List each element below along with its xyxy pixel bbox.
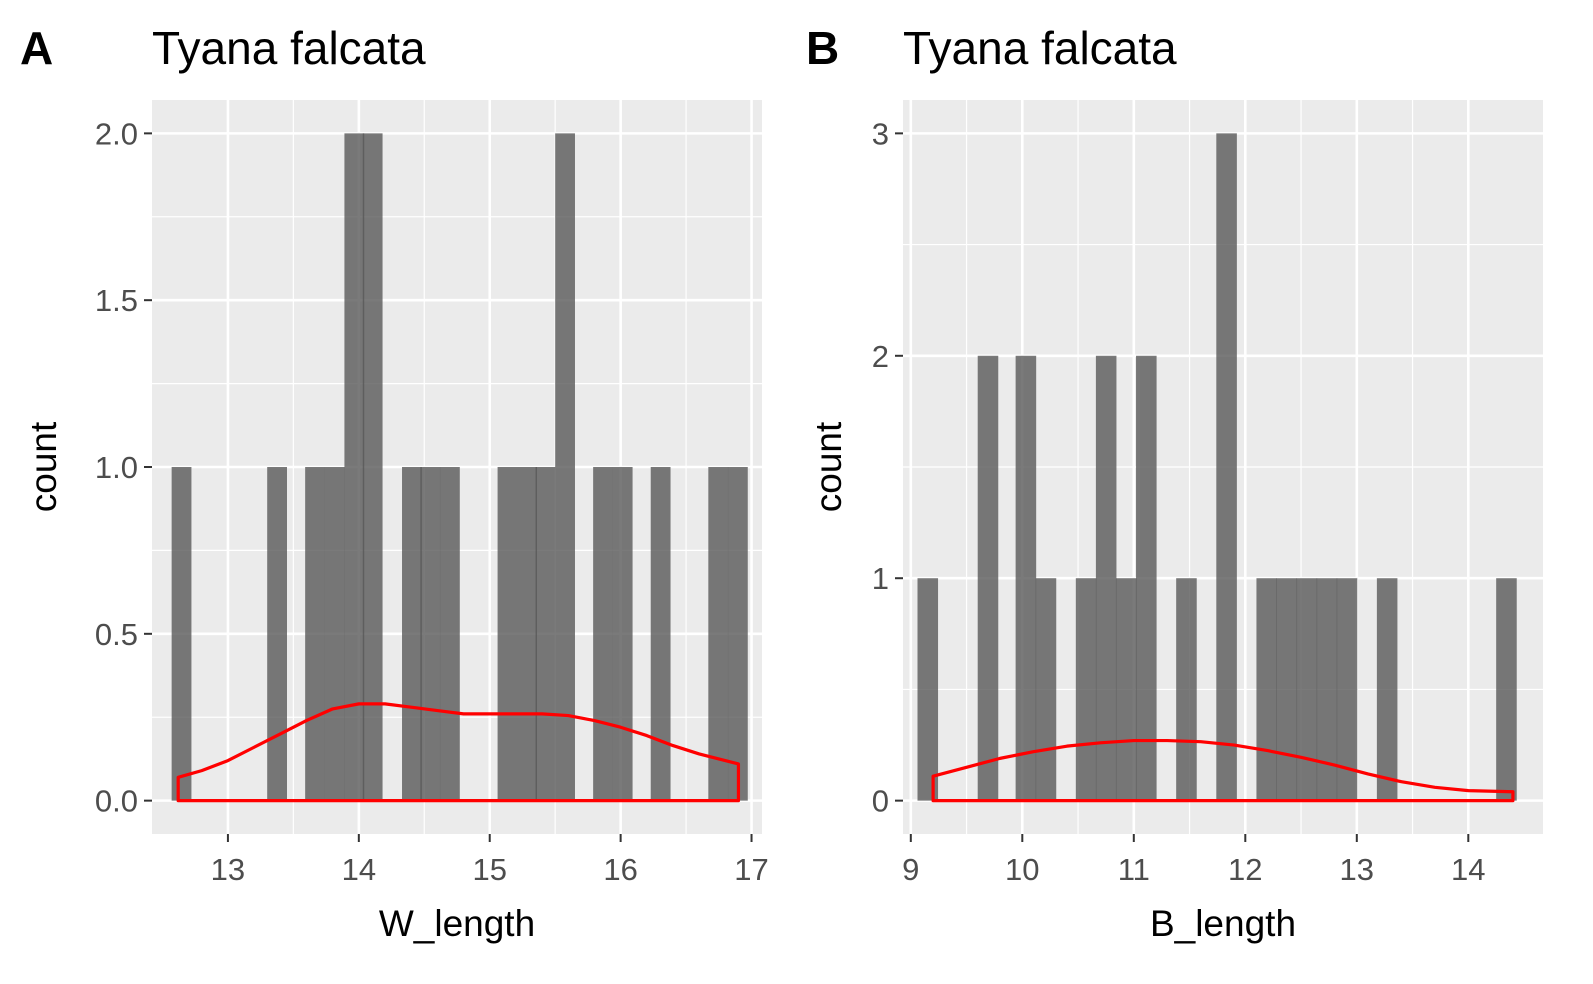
histogram-bar xyxy=(517,467,538,801)
panel-a-y-tick-label: 0.5 xyxy=(95,617,138,652)
histogram-bar xyxy=(708,467,729,801)
panel-a-x-tick-label: 17 xyxy=(734,852,768,887)
panel-b-y-tick-label: 2 xyxy=(872,339,889,374)
panel-a-x-tick-label: 16 xyxy=(603,852,637,887)
panel-b-x-ticks: 9 10 11 12 13 14 xyxy=(902,834,1486,887)
panel-a-x-tick-label: 13 xyxy=(211,852,245,887)
histogram-bar xyxy=(650,467,671,801)
histogram-bar xyxy=(727,467,748,801)
panel-a-density-curve xyxy=(176,702,741,803)
histogram-bar xyxy=(420,467,441,801)
histogram-bar xyxy=(402,467,422,801)
panel-a: A Tyana falcata 0.0 0.5 1.0 1.5 2.0 13 14 15 16… xyxy=(20,22,769,944)
histogram-bar xyxy=(305,467,325,801)
panel-b-density-curve xyxy=(931,738,1515,803)
histogram-bar xyxy=(1095,355,1117,801)
histogram-bar xyxy=(1316,578,1338,801)
histogram-bar xyxy=(267,467,287,801)
panel-b-x-tick-label: 13 xyxy=(1340,852,1374,887)
panel-b-x-tick-label: 9 xyxy=(902,852,919,887)
panel-a-y-tick-label: 0.0 xyxy=(95,784,138,819)
panel-b-x-axis-title: B_length xyxy=(1150,903,1296,944)
panel-a-y-tick-label: 1.0 xyxy=(95,450,138,485)
histogram-bar xyxy=(1115,578,1137,801)
panel-b-title: Tyana falcata xyxy=(903,22,1177,74)
histogram-bar xyxy=(497,467,518,801)
histogram-bar xyxy=(171,467,192,801)
histogram-bar xyxy=(1035,578,1057,801)
histogram-bar xyxy=(1256,578,1278,801)
histogram-bar xyxy=(917,578,939,801)
histogram-bar xyxy=(1015,355,1037,801)
panel-b-tag: B xyxy=(806,22,839,74)
panel-b-y-tick-label: 0 xyxy=(872,784,889,819)
histogram-bar xyxy=(1176,578,1197,801)
histogram-bar xyxy=(1496,578,1517,801)
histogram-bar xyxy=(555,133,575,801)
panel-b-y-tick-label: 3 xyxy=(872,116,889,151)
panel-b-bars xyxy=(917,133,1517,801)
histogram-bar xyxy=(593,467,613,801)
panel-a-y-axis-title: count xyxy=(23,421,64,512)
histogram-bar xyxy=(362,133,383,801)
panel-b-x-tick-label: 14 xyxy=(1451,852,1485,887)
panel-b-x-tick-label: 11 xyxy=(1118,852,1150,887)
histogram-bar xyxy=(344,133,365,801)
panel-a-x-axis-title: W_length xyxy=(379,903,535,944)
panel-a-tag: A xyxy=(20,22,53,74)
histogram-bar xyxy=(1296,578,1318,801)
histogram-bar xyxy=(1136,355,1157,801)
panel-b-x-tick-label: 12 xyxy=(1228,852,1262,887)
histogram-bar xyxy=(439,467,460,801)
histogram-bar xyxy=(1376,578,1398,801)
panel-a-x-tick-label: 14 xyxy=(342,852,376,887)
panel-a-bars xyxy=(171,133,748,801)
panel-b-y-ticks: 0 1 2 3 xyxy=(872,116,903,819)
panel-a-y-tick-label: 2.0 xyxy=(95,116,138,151)
panel-a-x-tick-label: 15 xyxy=(472,852,506,887)
panel-a-y-tick-label: 1.5 xyxy=(95,283,138,318)
histogram-bar xyxy=(1216,133,1237,801)
histogram-bar xyxy=(1276,578,1298,801)
histogram-bar xyxy=(612,467,633,801)
panel-a-y-ticks: 0.0 0.5 1.0 1.5 2.0 xyxy=(95,116,152,819)
histogram-bar xyxy=(535,467,556,801)
panel-b-y-axis-title: count xyxy=(808,421,849,512)
histogram-bar xyxy=(1336,578,1358,801)
histogram-bar xyxy=(1075,578,1097,801)
panel-a-x-ticks: 13 14 15 16 17 xyxy=(211,834,769,887)
panel-a-title: Tyana falcata xyxy=(152,22,426,74)
histogram-bar xyxy=(324,467,345,801)
panel-b-x-tick-label: 10 xyxy=(1005,852,1039,887)
histogram-bar xyxy=(977,355,999,801)
panel-b-y-tick-label: 1 xyxy=(872,561,889,596)
